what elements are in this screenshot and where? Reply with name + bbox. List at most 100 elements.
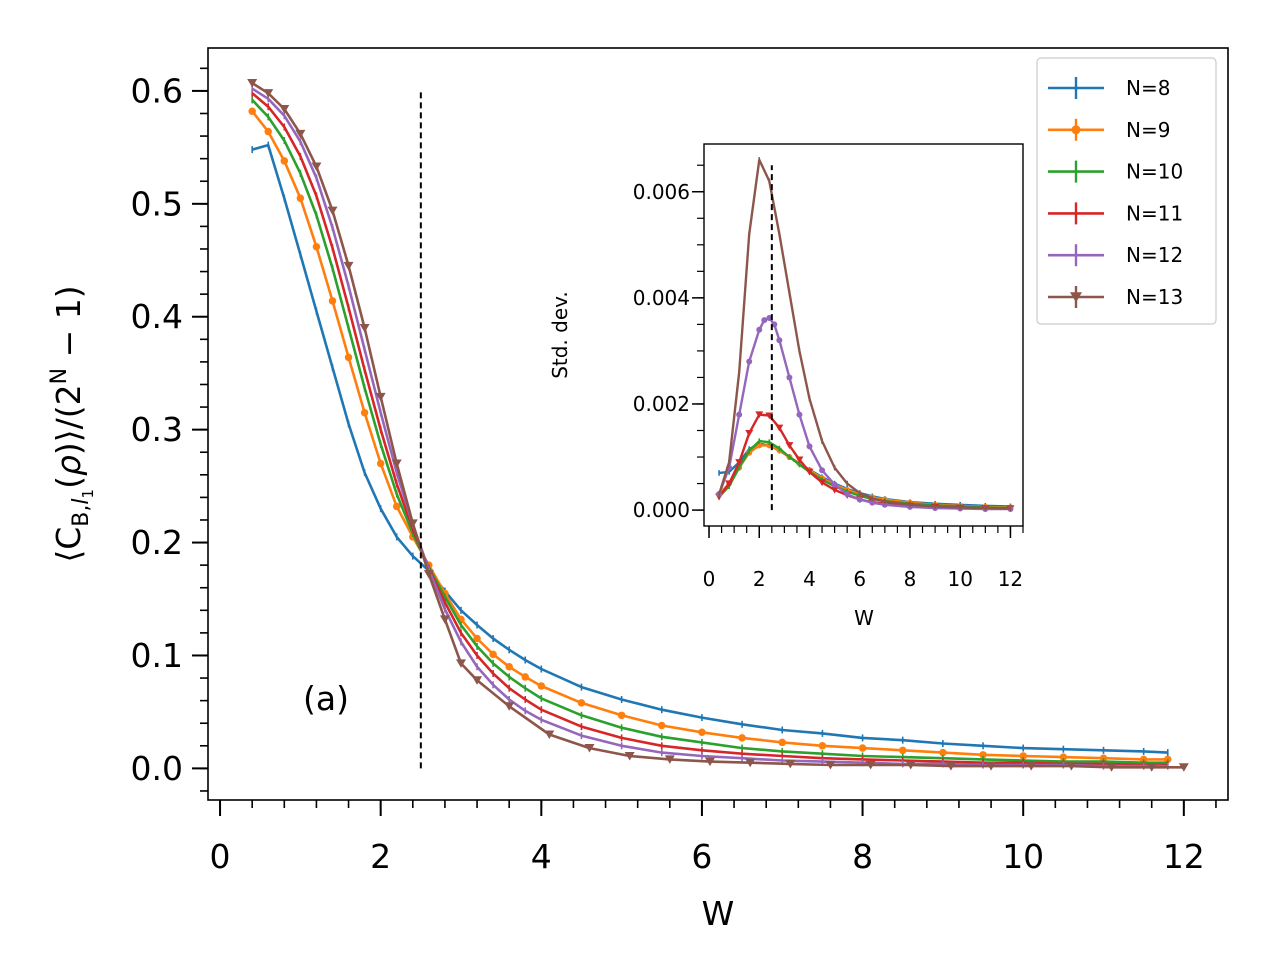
main-x-tick-label: 8 — [852, 837, 873, 876]
main-point-N=9 — [818, 742, 827, 750]
main-plot-frame — [207, 47, 1229, 801]
inset-y-tick-label: 0.000 — [633, 498, 690, 522]
main-point-N=9 — [312, 242, 321, 251]
inset-x-axis-label: W — [854, 606, 874, 630]
main-point-N=9 — [537, 682, 546, 690]
inset-point-N=12 — [756, 326, 763, 333]
main-point-N=13 — [664, 755, 675, 764]
main-point-N=13 — [343, 261, 354, 271]
inset-point-N=12 — [771, 321, 778, 328]
legend-item-N=9: N=9 — [1048, 118, 1170, 142]
inset-point-N=12 — [844, 491, 851, 498]
main-point-N=13 — [279, 104, 290, 114]
inset-point-N=11 — [805, 468, 814, 476]
legend-item-N=11: N=11 — [1048, 201, 1183, 225]
main-point-N=13 — [825, 760, 836, 770]
legend-items: N=8 N=9 N=10 N=11 N=12 N=13 — [1048, 76, 1183, 309]
inset-point-N=11 — [775, 424, 784, 432]
main-point-N=13 — [905, 760, 916, 770]
main-y-tick-label: 0.0 — [131, 749, 183, 788]
main-axis-ticks: 0 2 4 6 8 10 12 0.0 0.1 0.2 0.3 0.4 0.5 0.6 — [131, 67, 1217, 876]
inset-point-N=11 — [735, 459, 744, 466]
inset-point-N=12 — [766, 315, 773, 322]
main-point-N=9 — [328, 297, 337, 305]
inset-point-N=11 — [745, 429, 754, 437]
inset-background — [704, 144, 1023, 526]
main-point-N=9 — [939, 748, 947, 757]
inset-x-tick-label: 2 — [753, 567, 766, 591]
legend-label: N=9 — [1126, 118, 1170, 142]
main-y-tick-label: 0.4 — [131, 297, 183, 336]
main-point-N=9 — [264, 127, 272, 136]
main-x-tick-label: 12 — [1163, 837, 1205, 876]
inset-x-tick-label: 8 — [904, 567, 917, 591]
main-y-tick-label: 0.2 — [131, 523, 183, 562]
main-point-N=9 — [898, 746, 907, 755]
main-point-N=9 — [248, 107, 256, 115]
main-point-N=13 — [785, 759, 796, 769]
main-y-tick-label: 0.6 — [131, 71, 183, 110]
legend-box — [1036, 57, 1217, 325]
inset-axis-ticks: 0 2 4 6 8 10 12 0.000 0.002 0.004 0.006 — [633, 164, 1024, 591]
main-point-N=13 — [1026, 762, 1037, 771]
main-point-N=9 — [360, 408, 369, 417]
main-point-N=9 — [658, 721, 666, 730]
inset-point-N=12 — [881, 501, 888, 508]
main-point-N=13 — [1178, 763, 1189, 772]
main-point-N=9 — [280, 157, 289, 165]
inset-chart: 0 2 4 6 8 10 12 0.000 0.002 0.004 0.006 W Std. dev… — [548, 143, 1024, 630]
main-series-N=13 — [247, 79, 1189, 772]
main-point-N=9 — [979, 751, 987, 759]
legend-label: N=8 — [1126, 76, 1170, 100]
main-series-N=8 — [251, 141, 1169, 757]
inset-point-N=12 — [796, 411, 803, 418]
main-point-N=13 — [865, 760, 876, 770]
main-point-N=13 — [504, 702, 515, 711]
main-chart: 0 2 4 6 8 10 120.00.10.20.30.40.50.6 W ⟨CB,l1(… — [47, 47, 1229, 933]
main-point-N=9 — [392, 502, 401, 511]
legend-item-N=8: N=8 — [1048, 76, 1170, 100]
main-point-N=9 — [577, 699, 586, 707]
main-point-N=13 — [472, 676, 483, 685]
main-point-N=13 — [544, 730, 555, 740]
main-point-N=13 — [584, 744, 595, 753]
legend-label: N=12 — [1126, 243, 1183, 267]
panel-annotation: (a) — [303, 679, 349, 718]
inset-point-N=12 — [736, 411, 743, 418]
main-y-tick-label: 0.5 — [131, 184, 183, 223]
inset-point-N=11 — [830, 486, 839, 494]
main-x-tick-label: 4 — [531, 837, 552, 876]
main-point-N=13 — [359, 324, 370, 333]
inset-point-N=11 — [725, 480, 734, 488]
main-point-N=13 — [1146, 763, 1157, 772]
legend-marker — [1071, 125, 1081, 135]
inset-plot-frame — [703, 143, 1024, 527]
main-point-N=13 — [945, 762, 956, 771]
inset-point-N=11 — [818, 479, 827, 487]
main-point-N=9 — [473, 634, 481, 643]
main-point-N=9 — [1019, 752, 1027, 760]
main-point-N=9 — [296, 194, 305, 202]
main-point-N=13 — [455, 659, 466, 668]
inset-point-N=12 — [856, 496, 863, 503]
inset-point-N=12 — [806, 443, 813, 450]
legend-label: N=13 — [1126, 285, 1183, 309]
legend-label: N=10 — [1126, 160, 1183, 184]
inset-point-N=11 — [755, 411, 764, 419]
main-x-axis-label: W — [702, 894, 735, 933]
main-point-N=9 — [778, 738, 787, 747]
inset-point-N=12 — [761, 317, 768, 324]
main-series-layer — [247, 79, 1189, 772]
main-point-N=9 — [376, 459, 385, 468]
inset-point-N=12 — [786, 374, 793, 381]
main-y-tick-label: 0.3 — [131, 410, 183, 449]
main-point-N=13 — [704, 757, 715, 767]
legend-item-N=12: N=12 — [1048, 243, 1183, 267]
main-point-N=13 — [327, 206, 338, 216]
inset-point-N=11 — [795, 456, 804, 464]
main-x-tick-label: 6 — [691, 837, 712, 876]
inset-point-N=12 — [776, 337, 783, 344]
main-point-N=13 — [624, 751, 635, 761]
main-x-tick-label: 2 — [370, 837, 391, 876]
